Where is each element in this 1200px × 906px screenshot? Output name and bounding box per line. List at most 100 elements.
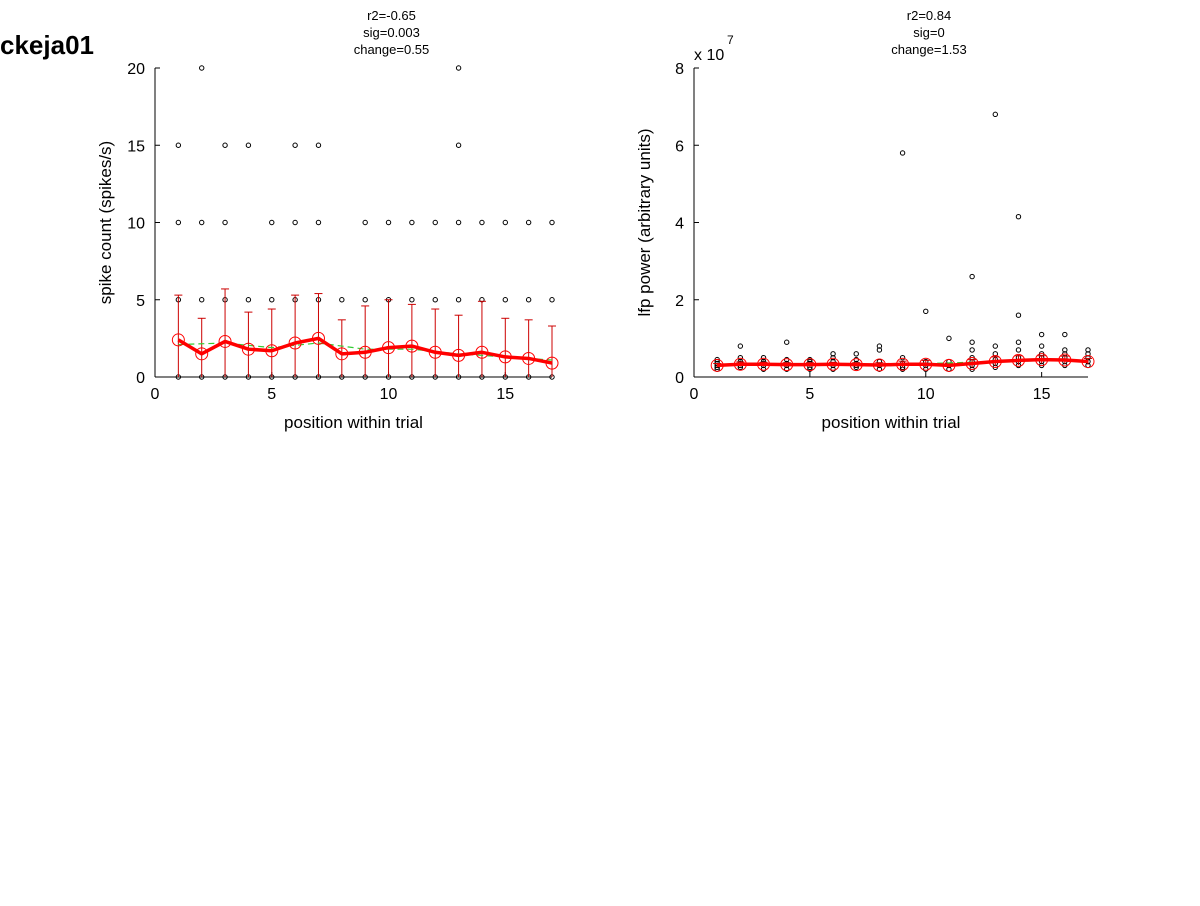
y-exponent-label: x 10 bbox=[694, 47, 724, 64]
data-point bbox=[969, 347, 975, 353]
mean-marker bbox=[1081, 355, 1095, 369]
data-point bbox=[992, 111, 998, 118]
mean-marker bbox=[405, 339, 419, 353]
data-point bbox=[876, 347, 883, 353]
data-point bbox=[830, 351, 836, 357]
data-point bbox=[1062, 347, 1068, 353]
figure-label: ckeja01 bbox=[0, 30, 94, 60]
data-point bbox=[175, 142, 182, 148]
data-point bbox=[455, 142, 462, 148]
x-tick-label: 0 bbox=[151, 386, 160, 403]
x-axis-label: position within trial bbox=[284, 413, 423, 432]
data-point bbox=[362, 297, 368, 303]
mean-marker bbox=[826, 357, 840, 371]
mean-marker bbox=[382, 341, 396, 355]
mean-marker bbox=[311, 331, 325, 345]
mean-marker bbox=[498, 350, 512, 364]
data-point bbox=[455, 65, 462, 71]
mean-marker bbox=[849, 358, 863, 372]
data-point bbox=[1015, 339, 1022, 345]
mean-marker bbox=[218, 334, 232, 348]
mean-marker bbox=[872, 358, 886, 372]
x-axis-label: position within trial bbox=[822, 413, 961, 432]
mean-marker bbox=[545, 356, 559, 370]
mean-marker bbox=[288, 336, 302, 350]
data-point bbox=[1015, 347, 1022, 353]
mean-marker bbox=[265, 344, 279, 358]
data-point bbox=[222, 142, 228, 148]
x-tick-label: 15 bbox=[1033, 386, 1051, 403]
y-tick-label: 8 bbox=[675, 61, 684, 78]
chart-title-line: sig=0.003 bbox=[363, 25, 420, 40]
data-point bbox=[969, 273, 975, 280]
data-point bbox=[899, 150, 906, 156]
mean-marker bbox=[803, 358, 817, 372]
fit-line bbox=[178, 342, 553, 361]
mean-marker bbox=[428, 345, 442, 359]
data-point bbox=[455, 219, 462, 226]
data-point bbox=[549, 219, 555, 226]
chart-title-line: change=0.55 bbox=[354, 42, 430, 57]
x-tick-label: 5 bbox=[267, 386, 276, 403]
y-tick-label: 10 bbox=[127, 216, 145, 233]
data-point bbox=[222, 219, 228, 226]
data-point bbox=[269, 219, 275, 226]
data-point bbox=[432, 297, 438, 303]
x-tick-label: 15 bbox=[496, 386, 514, 403]
data-point bbox=[1015, 214, 1022, 220]
data-point bbox=[292, 142, 298, 148]
data-point bbox=[807, 356, 813, 363]
data-point bbox=[923, 308, 929, 315]
data-point bbox=[245, 297, 252, 303]
data-point bbox=[245, 142, 252, 148]
x-tick-label: 10 bbox=[380, 386, 398, 403]
data-point bbox=[455, 297, 462, 303]
data-point bbox=[1015, 312, 1022, 318]
data-point bbox=[292, 219, 298, 226]
data-point bbox=[1085, 347, 1091, 353]
data-point bbox=[853, 351, 859, 357]
mean-marker bbox=[452, 348, 466, 362]
data-point bbox=[385, 219, 392, 226]
data-point bbox=[784, 366, 790, 372]
y-tick-label: 0 bbox=[675, 370, 684, 387]
data-point bbox=[760, 354, 767, 361]
x-tick-label: 10 bbox=[917, 386, 935, 403]
data-point bbox=[830, 366, 836, 372]
mean-marker bbox=[780, 358, 794, 372]
data-point bbox=[946, 335, 952, 342]
data-point bbox=[199, 65, 205, 71]
y-tick-label: 15 bbox=[127, 138, 145, 155]
data-point bbox=[784, 339, 790, 345]
data-point bbox=[899, 354, 906, 361]
mean-marker bbox=[896, 357, 910, 371]
data-point bbox=[807, 366, 813, 372]
chart-title-line: sig=0 bbox=[913, 25, 944, 40]
data-point bbox=[969, 339, 975, 345]
data-point bbox=[549, 297, 555, 303]
chart-2: 0 5 10 15 0 2 4 6 8 position within trial lfp powe… bbox=[635, 8, 1095, 432]
y-tick-label: 4 bbox=[675, 216, 684, 233]
data-point bbox=[1038, 343, 1045, 349]
data-point bbox=[432, 219, 438, 226]
mean-marker bbox=[1011, 353, 1025, 367]
data-point bbox=[269, 297, 275, 303]
data-point bbox=[409, 297, 415, 303]
mean-line bbox=[717, 357, 1089, 368]
data-point bbox=[315, 142, 322, 148]
data-point bbox=[853, 356, 859, 363]
mean-marker bbox=[965, 356, 979, 370]
chart-1: 0 5 10 15 0 5 10 15 20 position within trial spike… bbox=[96, 8, 559, 432]
data-point bbox=[199, 219, 205, 226]
mean-marker bbox=[757, 357, 771, 371]
data-point bbox=[502, 297, 508, 303]
data-point bbox=[315, 219, 322, 226]
mean-line bbox=[177, 336, 553, 365]
data-point bbox=[525, 219, 532, 226]
y-axis-label: spike count (spikes/s) bbox=[96, 141, 115, 304]
mean-marker bbox=[358, 345, 372, 359]
data-point bbox=[362, 219, 368, 226]
x-tick-label: 0 bbox=[690, 386, 699, 403]
y-tick-label: 2 bbox=[675, 293, 684, 310]
